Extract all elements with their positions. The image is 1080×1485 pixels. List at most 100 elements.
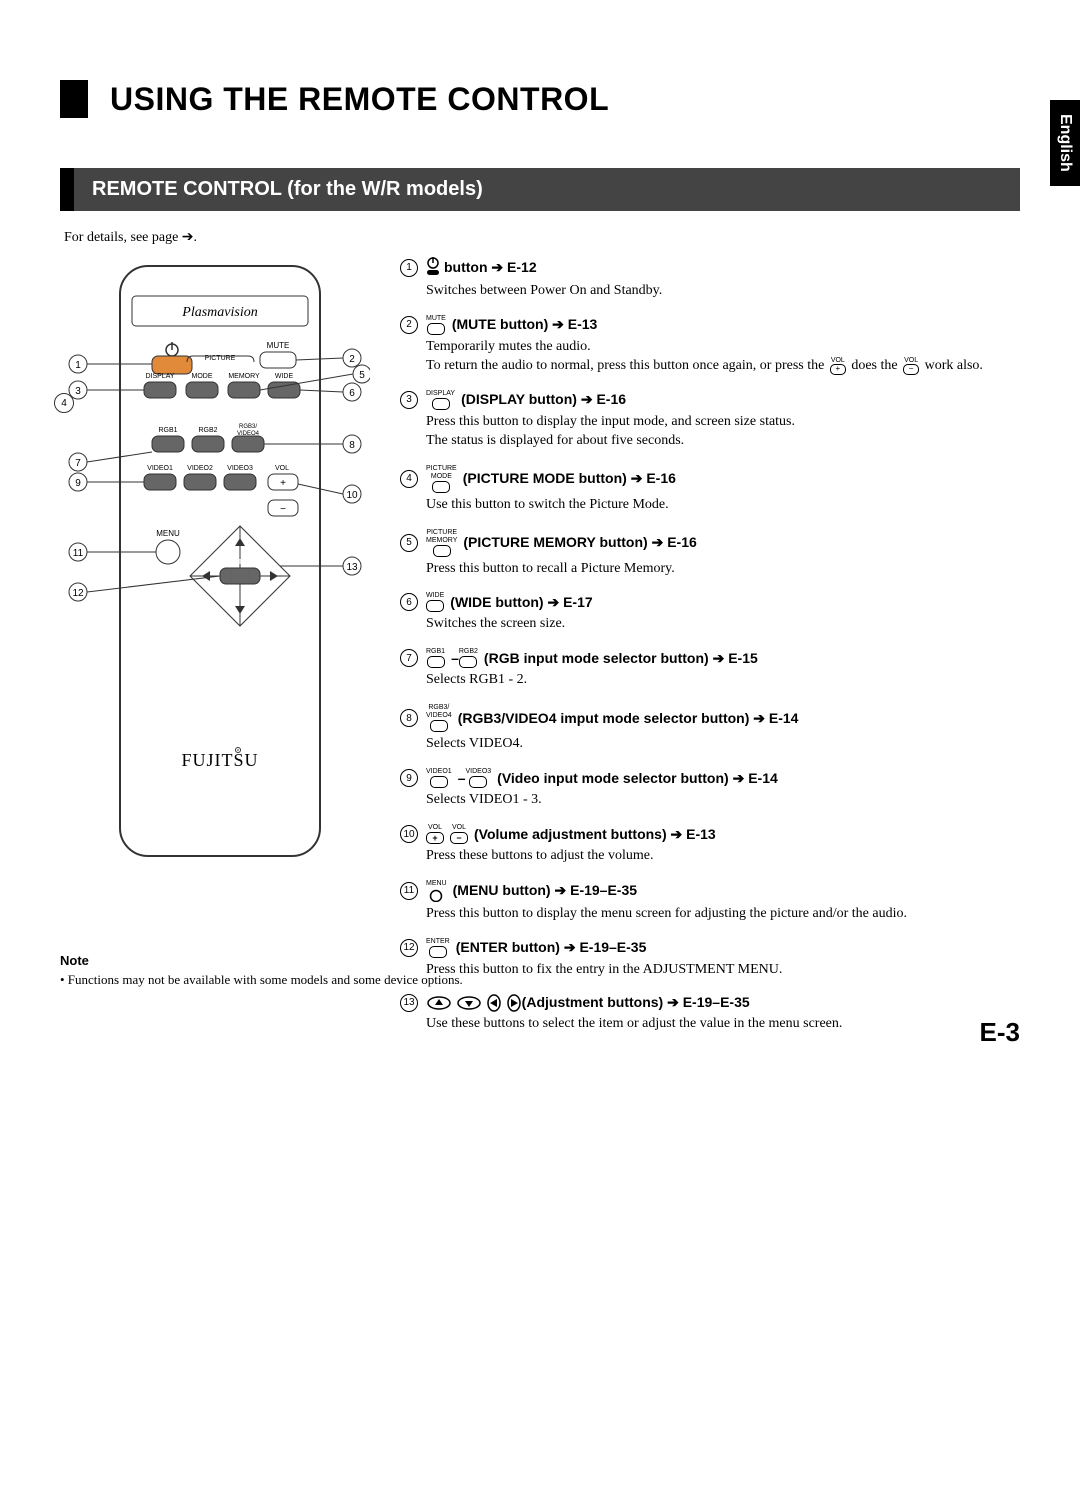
item-label: (Video input mode selector button) ➔ E-1… [497,770,778,787]
item-3: 3 DISPLAY (DISPLAY button) ➔ E-16 Press … [400,390,1020,451]
svg-text:12: 12 [72,588,84,599]
item-head: 1 button ➔ E-12 [400,256,1020,279]
item-1: 1 button ➔ E-12 Switches between Power O… [400,256,1020,301]
button-icon: DISPLAY [426,390,455,410]
vol-icon: VOL− [450,824,468,844]
item-number-10: 10 [400,825,418,843]
svg-text:2: 2 [349,354,355,365]
svg-text:8: 8 [349,440,355,451]
title-ornament [60,80,88,118]
item-head: 9 VIDEO1 – VIDEO3 (Video input mode sele… [400,768,1020,788]
item-body: Temporarily mutes the audio.To return th… [426,338,1020,376]
svg-text:11: 11 [73,548,84,559]
button-icon: MUTE [426,315,446,335]
adjustment-icons [426,994,522,1012]
item-number-4: 4 [400,470,418,488]
svg-text:RGB3/: RGB3/ [239,424,257,430]
brand-label: Plasmavision [181,305,257,320]
page-title: USING THE REMOTE CONTROL [110,81,609,118]
button-icon: VIDEO3 [465,768,491,788]
svg-text:−: − [280,504,286,515]
svg-text:7: 7 [75,458,81,469]
item-head: 4 PICTUREMODE (PICTURE MODE button) ➔ E-… [400,465,1020,493]
item-5: 5 PICTUREMEMORY (PICTURE MEMORY button) … [400,529,1020,579]
item-11: 11 MENU (MENU button) ➔ E-19–E-35 Press … [400,880,1020,924]
item-head: 2 MUTE (MUTE button) ➔ E-13 [400,315,1020,335]
item-body: Press this button to recall a Picture Me… [426,560,1020,579]
item-body: Use this button to switch the Picture Mo… [426,496,1020,515]
item-label: (MUTE button) ➔ E-13 [452,316,598,333]
item-7: 7 RGB1 – RGB2 (RGB input mode selector b… [400,648,1020,690]
page-title-bar: USING THE REMOTE CONTROL [60,80,1020,118]
item-label: button ➔ E-12 [444,259,537,276]
note-title: Note [60,953,463,968]
button-icon: RGB2 [459,648,478,668]
item-head: 11 MENU (MENU button) ➔ E-19–E-35 [400,880,1020,902]
svg-text:VOL: VOL [275,465,289,472]
page-number: E-3 [980,1017,1020,1048]
svg-text:MEMORY: MEMORY [228,373,260,380]
button-icon: PICTUREMODE [426,465,457,493]
button-icon: RGB1 [426,648,445,668]
svg-text:+: + [280,478,286,489]
svg-text:WIDE: WIDE [275,373,294,380]
item-label: (PICTURE MEMORY button) ➔ E-16 [463,534,696,551]
item-12: 12 ENTER (ENTER button) ➔ E-19–E-35 Pres… [400,938,1020,980]
vol-icon: VOL+ [426,824,444,844]
item-number-11: 11 [400,882,418,900]
item-body: Selects VIDEO1 - 3. [426,791,1020,810]
svg-text:3: 3 [75,386,81,397]
footnote: Note • Functions may not be available wi… [60,953,463,988]
svg-text:1: 1 [75,360,81,371]
item-body: Switches between Power On and Standby. [426,282,1020,301]
item-8: 8 RGB3/VIDEO4 (RGB3/VIDEO4 imput mode se… [400,704,1020,754]
item-label: (DISPLAY button) ➔ E-16 [461,391,626,408]
svg-text:RGB1: RGB1 [158,427,177,434]
item-body: Use these buttons to select the item or … [426,1015,1020,1034]
vol-icon: VOL+ [830,357,846,375]
item-head: 8 RGB3/VIDEO4 (RGB3/VIDEO4 imput mode se… [400,704,1020,732]
item-number-5: 5 [400,534,418,552]
item-label: (RGB input mode selector button) ➔ E-15 [484,650,758,667]
button-descriptions: 1 button ➔ E-12 Switches between Power O… [400,256,1020,1048]
item-number-3: 3 [400,391,418,409]
item-label: (ENTER button) ➔ E-19–E-35 [456,939,647,956]
svg-text:VIDEO2: VIDEO2 [187,465,213,472]
item-number-7: 7 [400,649,418,667]
item-head: 6 WIDE (WIDE button) ➔ E-17 [400,592,1020,612]
section-header: REMOTE CONTROL (for the W/R models) [60,168,1020,211]
item-head: 3 DISPLAY (DISPLAY button) ➔ E-16 [400,390,1020,410]
item-head: 5 PICTUREMEMORY (PICTURE MEMORY button) … [400,529,1020,557]
item-body: Press this button to display the input m… [426,413,1020,451]
item-head: 13 (Adjustment buttons) ➔ E-19–E-35 [400,994,1020,1012]
svg-text:6: 6 [349,388,355,399]
item-body: Press this button to display the menu sc… [426,905,1020,924]
svg-text:ENTER: ENTER [228,559,252,566]
svg-text:MENU: MENU [156,529,180,538]
note-body: • Functions may not be available with so… [60,972,463,988]
item-number-2: 2 [400,316,418,334]
svg-text:13: 13 [346,562,358,573]
item-number-6: 6 [400,593,418,611]
item-label: (Adjustment buttons) ➔ E-19–E-35 [522,994,750,1011]
item-number-13: 13 [400,994,418,1012]
item-number-8: 8 [400,709,418,727]
item-body: Press this button to fix the entry in th… [426,961,1020,980]
svg-text:VIDEO1: VIDEO1 [147,465,173,472]
item-label: (RGB3/VIDEO4 imput mode selector button)… [458,710,799,727]
vol-icon: VOL− [903,357,919,375]
item-10: 10 VOL+ VOL− (Volume adjustment buttons)… [400,824,1020,866]
button-icon: PICTUREMEMORY [426,529,457,557]
language-tab: English [1050,100,1080,186]
item-head: 10 VOL+ VOL− (Volume adjustment buttons)… [400,824,1020,844]
svg-text:VIDEO3: VIDEO3 [227,465,253,472]
svg-text:MODE: MODE [192,373,213,380]
item-number-1: 1 [400,259,418,277]
item-body: Selects VIDEO4. [426,735,1020,754]
power-icon [426,256,440,279]
item-head: 7 RGB1 – RGB2 (RGB input mode selector b… [400,648,1020,668]
item-label: (Volume adjustment buttons) ➔ E-13 [474,826,716,843]
item-4: 4 PICTUREMODE (PICTURE MODE button) ➔ E-… [400,465,1020,515]
svg-text:RGB2: RGB2 [198,427,217,434]
item-number-9: 9 [400,769,418,787]
